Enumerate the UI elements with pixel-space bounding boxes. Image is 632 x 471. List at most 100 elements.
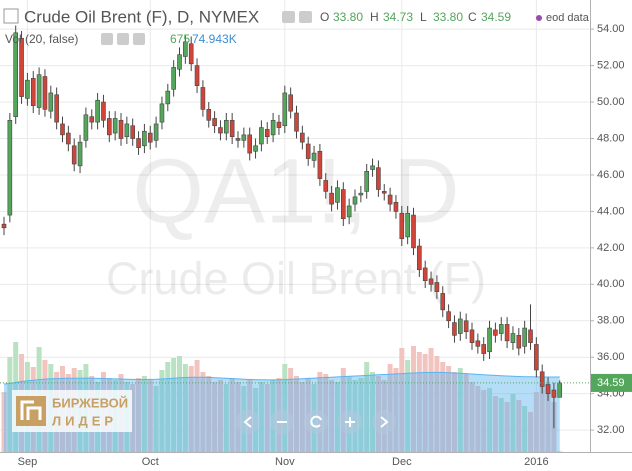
volume-bar — [229, 378, 235, 452]
volume-bar — [539, 382, 545, 452]
volume-bar — [545, 384, 551, 452]
volume-bar — [299, 382, 305, 452]
candle-body — [142, 130, 147, 147]
candle-body — [124, 123, 130, 137]
candle-body — [294, 112, 299, 132]
candle-body — [66, 132, 71, 145]
volume-bar — [399, 348, 405, 452]
candle-body — [101, 101, 106, 121]
candle-body — [118, 119, 124, 139]
vol-close-icon[interactable] — [133, 33, 145, 45]
volume-bar — [557, 451, 563, 452]
logo-line2: ЛИДЕР — [52, 413, 117, 428]
volume-bar — [206, 376, 212, 452]
glyph-reset — [310, 415, 322, 428]
volume-bar — [504, 402, 510, 452]
candle-body — [393, 202, 399, 212]
candle-body — [48, 92, 54, 112]
candle-body — [457, 318, 463, 334]
candle-body — [557, 382, 563, 398]
candle-body — [159, 103, 165, 123]
volume-bar — [475, 386, 481, 452]
volume-bar — [358, 378, 364, 452]
glyph-plus — [345, 417, 355, 427]
candle-body — [235, 138, 241, 141]
candle-body — [446, 311, 451, 322]
volume-bar — [405, 360, 411, 452]
candle-body — [71, 145, 77, 165]
volume-bar — [294, 376, 299, 452]
volume-bar — [130, 384, 136, 452]
candles — [1, 25, 563, 429]
y-tick-label: 32.00 — [597, 424, 625, 436]
volume-bar — [434, 356, 440, 452]
nav-left[interactable] — [236, 410, 260, 434]
volume-bar — [323, 374, 329, 452]
candle-body — [282, 92, 288, 127]
candle-body — [428, 278, 434, 285]
volume-bar — [147, 380, 153, 452]
x-tick-label: Oct — [142, 456, 159, 468]
collapse-icon[interactable] — [3, 8, 19, 24]
candle-body — [300, 132, 305, 143]
volume-bar — [288, 368, 294, 452]
nav-right[interactable] — [372, 410, 396, 434]
y-tick-label: 52.00 — [597, 60, 625, 72]
nav-buttons — [236, 410, 396, 434]
y-tick-label: 42.00 — [597, 242, 625, 254]
volume-bar — [141, 376, 147, 452]
candle-body — [534, 344, 539, 371]
y-tick-label: 50.00 — [597, 96, 625, 108]
volume-bar — [422, 354, 428, 452]
watermark-name: Crude Oil Brent (F) — [106, 253, 486, 304]
volume-last: 675 — [170, 32, 190, 46]
candle-body — [340, 189, 346, 220]
x-tick-label: Nov — [275, 456, 295, 468]
vol-eye-icon[interactable] — [101, 33, 113, 45]
y-tick-label: 54.00 — [597, 23, 625, 35]
candle-body — [107, 118, 112, 136]
axes: 32.0034.0036.0038.0040.0042.0044.0046.00… — [18, 23, 625, 468]
volume-bar — [177, 356, 182, 452]
candle-body — [434, 282, 440, 292]
candle-body — [30, 78, 36, 107]
volume-title: Vol (20, false) — [5, 32, 78, 46]
candle-body — [42, 76, 48, 110]
volume-bar — [528, 412, 533, 452]
volume-bar — [153, 386, 159, 452]
volume-bar — [282, 364, 288, 452]
eye-icon[interactable] — [282, 11, 295, 23]
candle-body — [183, 41, 188, 57]
candle-body — [528, 329, 533, 343]
vol-settings-icon[interactable] — [117, 33, 129, 45]
grid — [0, 0, 590, 452]
nav-reset[interactable] — [304, 410, 328, 434]
candle-body — [311, 152, 317, 161]
candle-body — [417, 245, 422, 271]
candle-body — [95, 99, 100, 123]
candle-body — [493, 329, 498, 336]
volume-bar — [340, 368, 346, 452]
volume-bar — [329, 380, 335, 452]
candle-body — [194, 65, 200, 86]
candle-body — [212, 118, 217, 127]
candle-body — [241, 134, 247, 141]
candle-body — [405, 212, 410, 238]
candle-body — [411, 214, 416, 249]
candle-body — [147, 132, 153, 143]
candle-body — [370, 165, 375, 170]
candle-body — [487, 327, 492, 353]
candle-body — [253, 145, 258, 152]
volume-bar — [463, 374, 469, 452]
settings-icon[interactable] — [299, 11, 312, 23]
volume-bar — [522, 406, 528, 452]
candle-body — [469, 329, 475, 343]
candle-body — [305, 143, 311, 159]
candle-body — [13, 32, 18, 117]
volume-bar — [217, 380, 223, 452]
candle-body — [358, 192, 364, 196]
candle-body — [475, 340, 481, 347]
candle-body — [136, 138, 141, 148]
candle-body — [539, 371, 545, 387]
